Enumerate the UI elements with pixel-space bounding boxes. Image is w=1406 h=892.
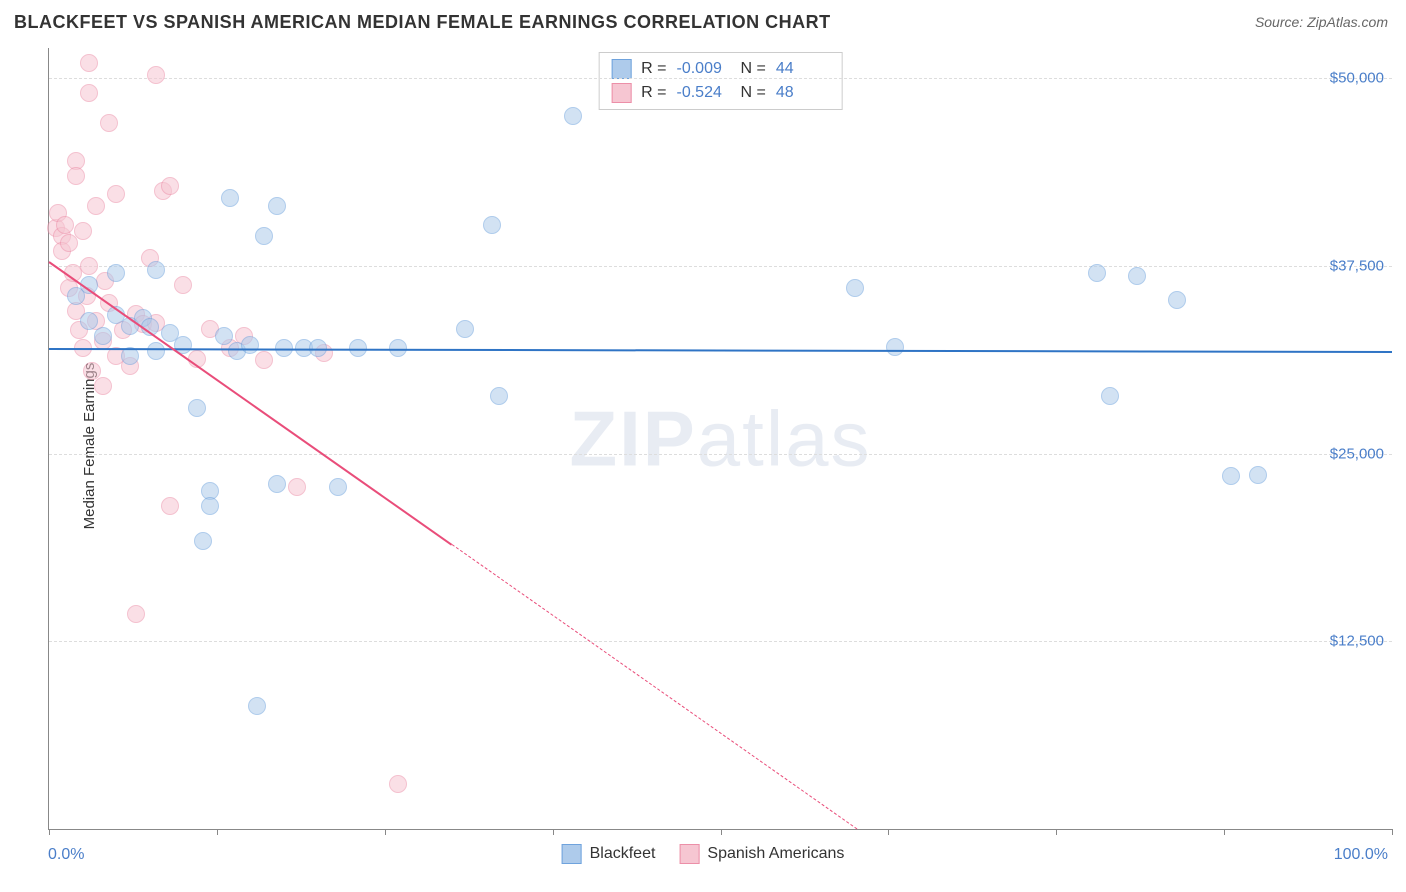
scatter-point xyxy=(456,320,474,338)
r-label: R = xyxy=(641,84,666,102)
r-value-blue: -0.009 xyxy=(677,60,731,78)
scatter-point xyxy=(147,66,165,84)
x-tick xyxy=(385,829,386,835)
r-value-pink: -0.524 xyxy=(677,84,731,102)
swatch-blue xyxy=(562,844,582,864)
n-value-blue: 44 xyxy=(776,60,830,78)
scatter-point xyxy=(161,177,179,195)
scatter-point xyxy=(194,532,212,550)
y-tick-label: $12,500 xyxy=(1330,633,1384,650)
scatter-point xyxy=(67,167,85,185)
scatter-point xyxy=(241,336,259,354)
x-tick xyxy=(1056,829,1057,835)
source-label: Source: ZipAtlas.com xyxy=(1255,14,1388,30)
chart-title: BLACKFEET VS SPANISH AMERICAN MEDIAN FEM… xyxy=(14,12,831,33)
trend-line xyxy=(452,544,858,830)
gridline xyxy=(49,454,1392,455)
footer-legend: Blackfeet Spanish Americans xyxy=(562,844,845,864)
scatter-point xyxy=(127,605,145,623)
scatter-point xyxy=(1222,467,1240,485)
y-tick-label: $25,000 xyxy=(1330,445,1384,462)
n-value-pink: 48 xyxy=(776,84,830,102)
scatter-point xyxy=(74,222,92,240)
n-label: N = xyxy=(741,84,766,102)
scatter-point xyxy=(87,197,105,215)
scatter-point xyxy=(215,327,233,345)
scatter-point xyxy=(147,342,165,360)
y-tick-label: $50,000 xyxy=(1330,70,1384,87)
scatter-point xyxy=(56,216,74,234)
scatter-point xyxy=(886,338,904,356)
y-tick-label: $37,500 xyxy=(1330,257,1384,274)
scatter-point xyxy=(329,478,347,496)
swatch-pink xyxy=(611,83,631,103)
scatter-point xyxy=(107,185,125,203)
gridline xyxy=(49,266,1392,267)
scatter-point xyxy=(268,475,286,493)
legend-item-blackfeet: Blackfeet xyxy=(562,844,656,864)
trend-line xyxy=(48,261,452,546)
scatter-point xyxy=(389,775,407,793)
legend-label: Blackfeet xyxy=(590,845,656,863)
legend-label: Spanish Americans xyxy=(707,845,844,863)
scatter-point xyxy=(221,189,239,207)
scatter-point xyxy=(174,276,192,294)
scatter-point xyxy=(268,197,286,215)
scatter-point xyxy=(564,107,582,125)
scatter-point xyxy=(288,478,306,496)
scatter-point xyxy=(188,399,206,417)
scatter-point xyxy=(1249,466,1267,484)
scatter-point xyxy=(161,497,179,515)
stats-legend: R = -0.009 N = 44 R = -0.524 N = 48 xyxy=(598,52,843,110)
x-axis-max-label: 100.0% xyxy=(1334,846,1388,864)
x-tick xyxy=(553,829,554,835)
scatter-point xyxy=(107,264,125,282)
x-tick xyxy=(888,829,889,835)
stats-row-spanish: R = -0.524 N = 48 xyxy=(611,81,830,105)
x-axis-min-label: 0.0% xyxy=(48,846,84,864)
scatter-point xyxy=(94,377,112,395)
scatter-point xyxy=(1088,264,1106,282)
scatter-point xyxy=(255,227,273,245)
scatter-point xyxy=(80,54,98,72)
scatter-point xyxy=(80,312,98,330)
legend-item-spanish: Spanish Americans xyxy=(679,844,844,864)
x-tick xyxy=(217,829,218,835)
scatter-point xyxy=(201,497,219,515)
gridline xyxy=(49,641,1392,642)
n-label: N = xyxy=(741,60,766,78)
scatter-point xyxy=(846,279,864,297)
scatter-point xyxy=(255,351,273,369)
scatter-point xyxy=(1128,267,1146,285)
r-label: R = xyxy=(641,60,666,78)
scatter-point xyxy=(1101,387,1119,405)
watermark: ZIPatlas xyxy=(569,393,871,484)
scatter-point xyxy=(490,387,508,405)
scatter-point xyxy=(100,114,118,132)
swatch-blue xyxy=(611,59,631,79)
scatter-point xyxy=(80,257,98,275)
scatter-point xyxy=(248,697,266,715)
scatter-point xyxy=(1168,291,1186,309)
swatch-pink xyxy=(679,844,699,864)
x-tick xyxy=(721,829,722,835)
gridline xyxy=(49,78,1392,79)
x-tick xyxy=(49,829,50,835)
x-tick xyxy=(1224,829,1225,835)
scatter-point xyxy=(483,216,501,234)
x-tick xyxy=(1392,829,1393,835)
plot-area: ZIPatlas R = -0.009 N = 44 R = -0.524 N … xyxy=(48,48,1392,830)
scatter-point xyxy=(147,261,165,279)
scatter-point xyxy=(94,327,112,345)
scatter-point xyxy=(80,84,98,102)
